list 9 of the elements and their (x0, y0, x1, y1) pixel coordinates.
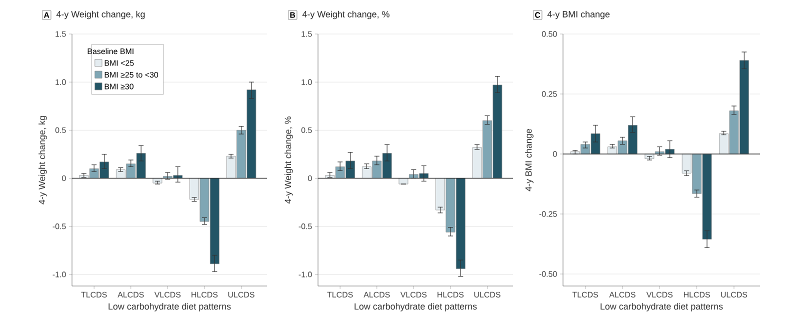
x-axis-title: Low carbohydrate diet patterns (600, 303, 723, 312)
chart-title: 4-y Weight change, kg (56, 10, 145, 20)
chart-title: 4-y BMI change (547, 10, 610, 20)
x-axis-title: Low carbohydrate diet patterns (354, 303, 477, 312)
chart-title: 4-y Weight change, % (302, 10, 390, 20)
y-axis-title: 4-y Weight change, kg (38, 116, 47, 204)
y-axis-title: 4-y BMI change (525, 129, 534, 192)
y-axis-title: 4-y Weight change, % (284, 116, 293, 204)
x-axis-title: Low carbohydrate diet patterns (108, 303, 231, 312)
